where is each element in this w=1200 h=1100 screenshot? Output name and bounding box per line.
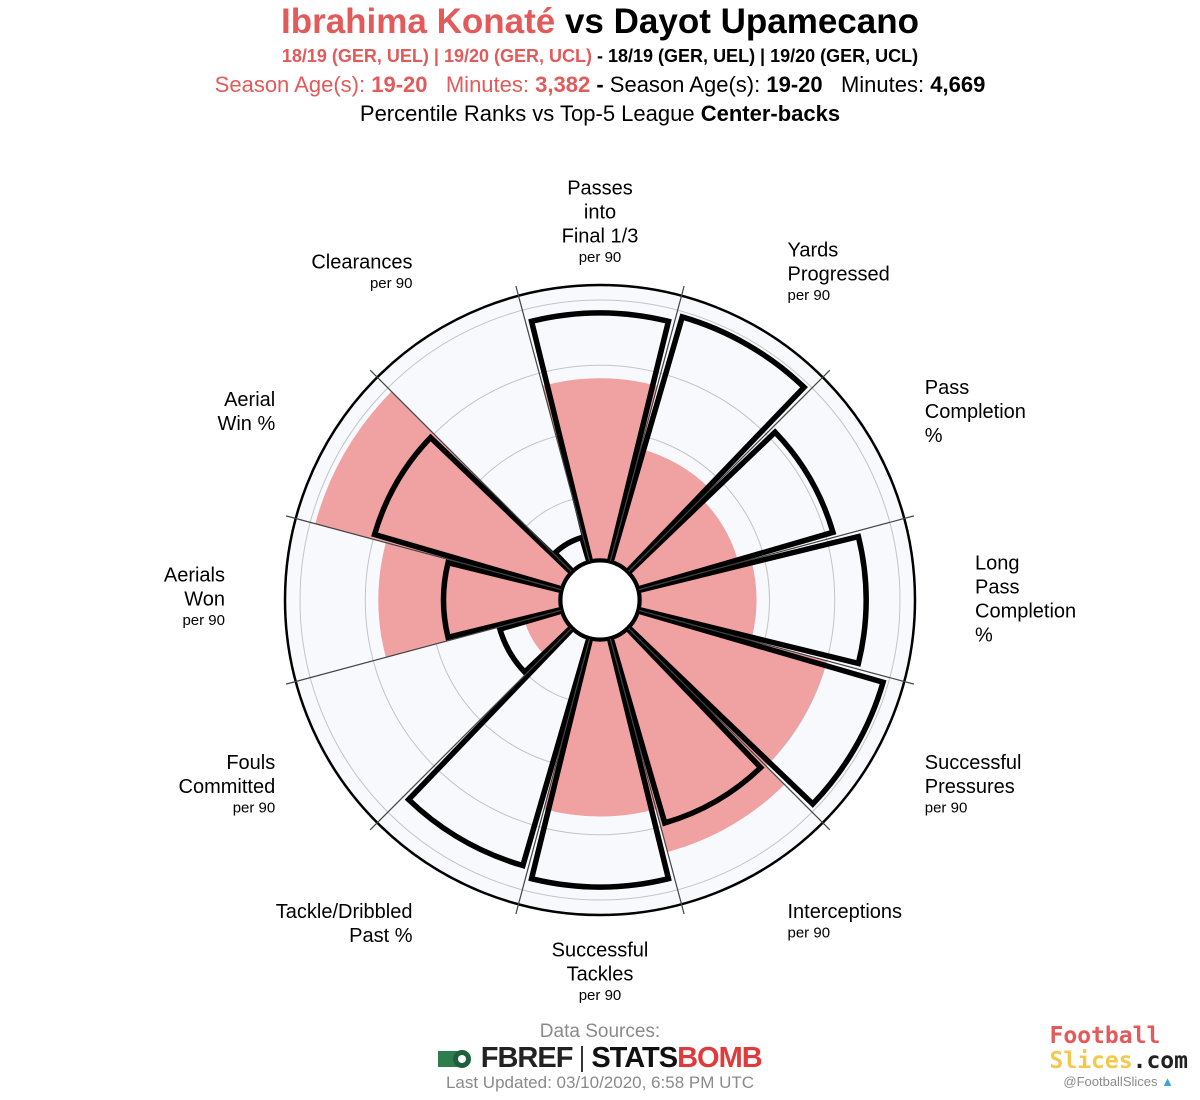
twitter-bird-icon: ▲ [1161, 1074, 1174, 1089]
seasons-dash: - [597, 46, 603, 66]
player2-age-label: Season Age(s): [609, 72, 761, 97]
comparison-prefix: Percentile Ranks vs Top-5 League [359, 101, 695, 126]
category-label-11: Clearances per 90 [311, 252, 412, 293]
player2-age: 19-20 [766, 72, 823, 97]
vs-text: vs [564, 2, 604, 41]
player1-seasons: 18/19 (GER, UEL) | 19/20 (GER, UCL) [281, 46, 592, 66]
player2-name: Dayot Upamecano [613, 2, 919, 41]
ring-100 [299, 299, 901, 901]
category-label-9: Aerials Won per 90 [164, 564, 225, 629]
category-label-6: Successful Tackles per 90 [552, 939, 649, 1004]
sector-separator-8 [285, 609, 563, 685]
category-label-0: Passes into Final 1/3 per 90 [562, 177, 639, 266]
center-hole [559, 559, 641, 641]
sector-separator-1 [627, 369, 831, 573]
player2-seasons: 18/19 (GER, UEL) | 19/20 (GER, UCL) [608, 46, 919, 66]
last-updated: Last Updated: 03/10/2020, 6:58 PM UTC [445, 1073, 755, 1092]
category-label-4: Successful Pressures per 90 [925, 752, 1022, 817]
age-minutes-line: Season Age(s): 19-20 Minutes: 3,382 - Se… [0, 72, 1200, 98]
twitter-handle-text: @FootballSlices [1063, 1074, 1158, 1089]
twitter-handle: @FootballSlices ▲ [1063, 1074, 1174, 1089]
konate-bar-3 [637, 559, 757, 641]
sector-separator-11 [515, 285, 591, 563]
sector-separator-7 [369, 627, 573, 831]
statsbomb-logo-part1: STATS [591, 1042, 678, 1074]
player2-minutes-label: Minutes: [840, 72, 925, 97]
sector-separator-6 [515, 637, 591, 915]
sector-separator-4 [627, 627, 831, 831]
logo-divider [580, 1045, 583, 1072]
sector-separator-0 [609, 285, 685, 563]
data-sources-label: Data Sources: [539, 1021, 661, 1042]
player1-age: 19-20 [371, 72, 428, 97]
sector-separator-3 [637, 609, 915, 685]
player2-minutes: 4,669 [930, 72, 986, 97]
category-label-5: Interceptions per 90 [788, 901, 903, 942]
konate-bar-6 [543, 637, 657, 817]
player1-minutes: 3,382 [535, 72, 591, 97]
statsbomb-logo-part2: BOMB [677, 1042, 763, 1074]
sector-separator-2 [637, 515, 915, 591]
sector-separator-10 [369, 369, 573, 573]
comparison-group: Center-backs [700, 101, 841, 126]
statsbomb-logo: STATSBOMB [591, 1042, 763, 1075]
brand-line1: Football [1049, 1023, 1161, 1049]
footballslices-brand: Football Slices.com [1050, 1024, 1188, 1074]
category-label-3: Long Pass Completion% [975, 552, 1076, 646]
sector-separator-9 [285, 515, 563, 591]
comparison-line: Percentile Ranks vs Top-5 League Center-… [0, 101, 1200, 127]
category-label-7: Tackle/Dribbled Past % [276, 901, 413, 947]
fbref-ball-icon [438, 1049, 472, 1068]
sector-separator-5 [609, 637, 685, 915]
seasons-line: 18/19 (GER, UEL) | 19/20 (GER, UCL) - 18… [0, 45, 1200, 67]
radar-chart: Passes into Final 1/3 per 90 Yards Progressed… [164, 177, 1076, 1004]
category-label-8: Fouls Committed per 90 [179, 752, 276, 817]
source-logos: FBREF STATSBOMB [0, 1042, 1200, 1074]
ring-75 [364, 364, 836, 836]
player1-age-label: Season Age(s): [214, 72, 366, 97]
category-label-10: Aerial Win % [217, 389, 275, 435]
konate-bar-8 [524, 610, 573, 656]
konate-bar-0 [542, 378, 658, 563]
chart-title: Ibrahima Konaté vs Dayot Upamecano [0, 2, 1200, 42]
konate-bar-9 [378, 542, 563, 658]
konate-bar-5 [610, 627, 785, 852]
player1-minutes-label: Minutes: [445, 72, 530, 97]
player1-name: Ibrahima Konaté [280, 2, 556, 41]
brand-line2-slices: Slices [1049, 1048, 1133, 1074]
age-dash: - [596, 72, 604, 97]
category-label-1: Yards Progressed per 90 [788, 240, 890, 305]
category-label-2: Pass Completion% [925, 377, 1026, 447]
brand-line2-com: .com [1132, 1048, 1188, 1074]
fbref-logo: FBREF [480, 1042, 574, 1074]
